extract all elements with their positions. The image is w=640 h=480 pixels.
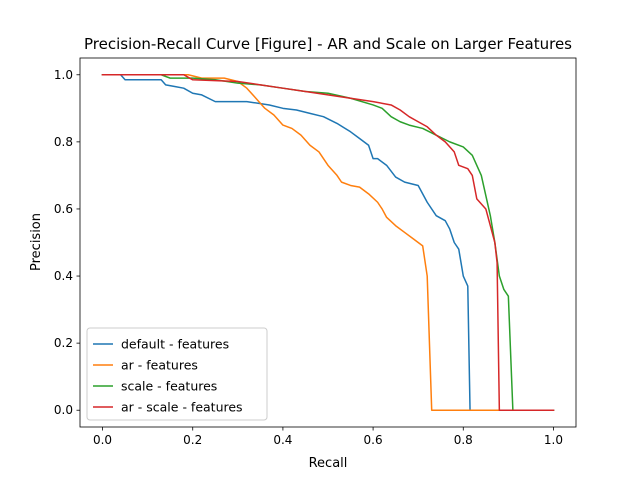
x-axis-label: Recall xyxy=(309,456,348,471)
x-tick-label: 1.0 xyxy=(544,433,563,447)
legend-label-2: scale - features xyxy=(121,379,217,394)
legend-label-0: default - features xyxy=(121,337,229,352)
y-tick-label: 1.0 xyxy=(54,68,73,82)
legend-entries: default - features ar - features scale - f… xyxy=(93,337,243,415)
y-tick-label: 0.8 xyxy=(54,135,73,149)
series-line-0 xyxy=(101,74,555,411)
series-line-1 xyxy=(101,74,555,411)
x-tick-label: 0.6 xyxy=(364,433,383,447)
y-axis-label: Precision xyxy=(29,213,44,271)
y-tick-label: 0.4 xyxy=(54,269,73,283)
chart-title: Precision-Recall Curve [Figure] - AR and… xyxy=(84,35,572,53)
plot-frame xyxy=(79,57,577,428)
y-tick-label: 0.0 xyxy=(54,403,73,417)
x-tick-label: 0.0 xyxy=(93,433,112,447)
y-axis-ticks: 0.0 0.2 0.4 0.6 0.8 1.0 xyxy=(54,68,80,417)
plot-area xyxy=(79,57,577,428)
legend-label-1: ar - features xyxy=(121,358,198,373)
x-tick-label: 0.8 xyxy=(454,433,473,447)
x-axis-ticks: 0.0 0.2 0.4 0.6 0.8 1.0 xyxy=(93,427,563,447)
legend-box xyxy=(86,327,268,421)
x-tick-label: 0.4 xyxy=(273,433,292,447)
x-tick-label: 0.2 xyxy=(183,433,202,447)
series-line-3 xyxy=(101,74,555,411)
y-tick-label: 0.2 xyxy=(54,336,73,350)
legend: default - features ar - features scale - f… xyxy=(86,327,268,421)
legend-label-3: ar - scale - features xyxy=(121,400,243,415)
series-layer xyxy=(101,74,555,411)
y-tick-label: 0.6 xyxy=(54,202,73,216)
